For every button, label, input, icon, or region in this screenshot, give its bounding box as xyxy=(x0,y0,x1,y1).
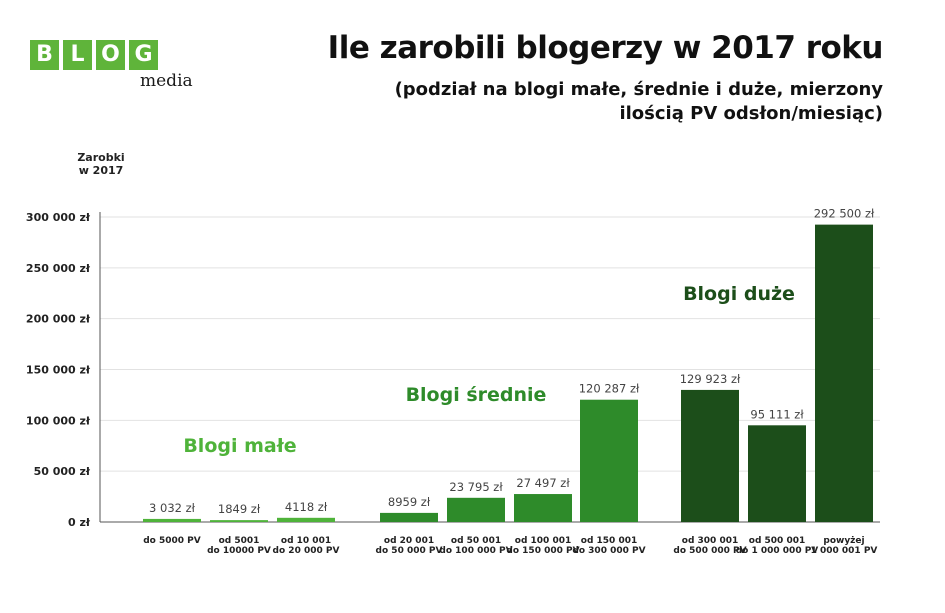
bar xyxy=(143,518,201,522)
bar-value-label: 120 287 zł xyxy=(579,382,640,396)
group-label: Blogi średnie xyxy=(406,384,547,406)
x-tick-label: do 150 000 PV xyxy=(506,546,579,556)
x-tick-label: powyżej xyxy=(823,536,864,546)
bar xyxy=(447,497,505,522)
y-tick-label: 150 000 zł xyxy=(26,364,91,377)
chart-title: Ile zarobili blogerzy w 2017 roku xyxy=(327,30,884,66)
bar-value-label: 23 795 zł xyxy=(449,480,503,494)
logo-letters: B L O G xyxy=(30,40,158,70)
y-tick-label: 300 000 zł xyxy=(26,211,91,224)
bar-value-label: 95 111 zł xyxy=(750,407,804,421)
bar-value-label: 129 923 zł xyxy=(680,372,741,386)
y-tick-label: 100 000 zł xyxy=(26,414,91,427)
bar xyxy=(815,224,873,522)
x-tick-label: do 20 000 PV xyxy=(273,546,340,556)
x-tick-label: od 500 001 xyxy=(749,536,805,546)
bar-value-label: 3 032 zł xyxy=(149,501,196,515)
bar xyxy=(748,425,806,522)
x-tick-label: od 50 001 xyxy=(451,536,501,546)
logo-letter: L xyxy=(63,40,92,70)
bar xyxy=(380,512,438,522)
x-tick-label: od 150 001 xyxy=(581,536,637,546)
y-tick-label: 200 000 zł xyxy=(26,313,91,326)
x-tick-label: 1 000 001 PV xyxy=(811,546,878,556)
y-tick-label: 50 000 zł xyxy=(34,465,91,478)
x-tick-label: od 20 001 xyxy=(384,536,434,546)
bar xyxy=(210,520,268,522)
logo-letter: B xyxy=(30,40,59,70)
logo-letter: G xyxy=(129,40,158,70)
bar xyxy=(514,494,572,522)
y-axis-label: Zarobki xyxy=(77,151,124,164)
x-tick-label: do 500 000 PV xyxy=(673,546,746,556)
bar-value-label: 1849 zł xyxy=(218,502,261,516)
x-tick-label: od 5001 xyxy=(219,536,260,546)
bar-value-label: 292 500 zł xyxy=(814,207,875,221)
bar xyxy=(580,399,638,522)
bar xyxy=(277,517,335,522)
x-tick-label: od 100 001 xyxy=(515,536,571,546)
group-label: Blogi duże xyxy=(683,283,795,305)
bar-value-label: 4118 zł xyxy=(285,500,328,514)
x-tick-label: do 100 000 PV xyxy=(439,546,512,556)
x-tick-label: do 1 000 000 PV xyxy=(736,546,819,556)
logo-subtext: media xyxy=(140,71,193,91)
x-tick-label: do 300 000 PV xyxy=(572,546,645,556)
y-tick-label: 0 zł xyxy=(68,516,91,529)
x-tick-label: do 10000 PV xyxy=(207,546,271,556)
bar xyxy=(681,389,739,522)
x-tick-label: od 10 001 xyxy=(281,536,331,546)
y-tick-label: 250 000 zł xyxy=(26,262,91,275)
group-label: Blogi małe xyxy=(183,435,296,457)
chart-subtitle: (podział na blogi małe, średnie i duże, … xyxy=(394,79,883,124)
x-tick-label: do 50 000 PV xyxy=(376,546,443,556)
logo-letter: O xyxy=(96,40,125,70)
x-tick-label: do 5000 PV xyxy=(143,536,201,546)
y-axis-label: w 2017 xyxy=(79,164,124,177)
x-tick-label: od 300 001 xyxy=(682,536,738,546)
blog-media-logo: B L O G media xyxy=(30,40,193,91)
bar-value-label: 27 497 zł xyxy=(516,476,570,490)
bar-value-label: 8959 zł xyxy=(388,495,431,509)
